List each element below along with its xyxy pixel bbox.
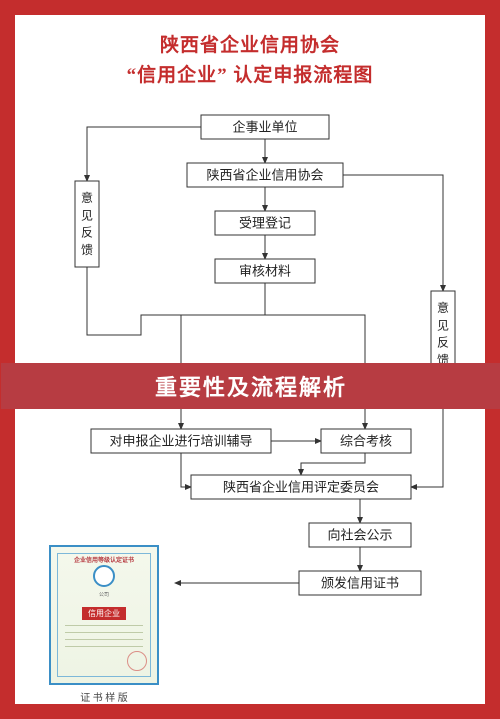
flow-node-label: 见 xyxy=(437,318,449,332)
certificate-caption: 证 书 样 版 xyxy=(49,689,159,704)
banner-text: 重要性及流程解析 xyxy=(155,370,347,402)
certificate-body-lines xyxy=(65,625,143,653)
flow-node-label: 向社会公示 xyxy=(327,528,392,543)
flow-node-label: 意 xyxy=(437,300,449,315)
flow-node-label: 陕西省企业信用协会 xyxy=(206,168,323,183)
flow-node-label: 馈 xyxy=(81,243,93,257)
certificate-tag: 信用企业 xyxy=(82,607,126,620)
certificate-badge-icon xyxy=(93,565,115,587)
flow-node-label: 意 xyxy=(81,190,93,205)
outer-frame: 陕西省企业信用协会 “信用企业” 认定申报流程图 企事业单位陕西省企业信用协会受… xyxy=(0,0,500,719)
flow-node-label: 反 xyxy=(437,336,449,350)
flow-node-label: 审核材料 xyxy=(239,264,291,279)
flow-node-label: 受理登记 xyxy=(239,216,291,231)
flow-node-label: 企事业单位 xyxy=(232,120,297,135)
flow-edge xyxy=(301,453,365,475)
certificate-header: 企业信用等级认定证书 xyxy=(51,555,157,564)
certificate-subtitle: 公司 xyxy=(51,591,157,598)
flow-edge xyxy=(181,453,191,487)
overlay-banner: 重要性及流程解析 xyxy=(1,363,500,409)
flow-edge xyxy=(87,267,181,335)
flow-node-label: 对申报企业进行培训辅导 xyxy=(109,434,252,449)
flow-node-label: 见 xyxy=(81,208,93,222)
inner-page: 陕西省企业信用协会 “信用企业” 认定申报流程图 企事业单位陕西省企业信用协会受… xyxy=(14,14,486,705)
flow-node-label: 反 xyxy=(81,226,93,240)
flow-edge xyxy=(87,127,201,181)
certificate-sample: 企业信用等级认定证书 公司 信用企业 xyxy=(49,545,159,685)
flow-node-label: 颁发信用证书 xyxy=(321,576,399,591)
flow-edge xyxy=(343,175,443,291)
certificate-stamp-icon xyxy=(127,651,147,671)
flow-node-label: 陕西省企业信用评定委员会 xyxy=(223,480,379,495)
flow-node-label: 综合考核 xyxy=(340,434,392,449)
